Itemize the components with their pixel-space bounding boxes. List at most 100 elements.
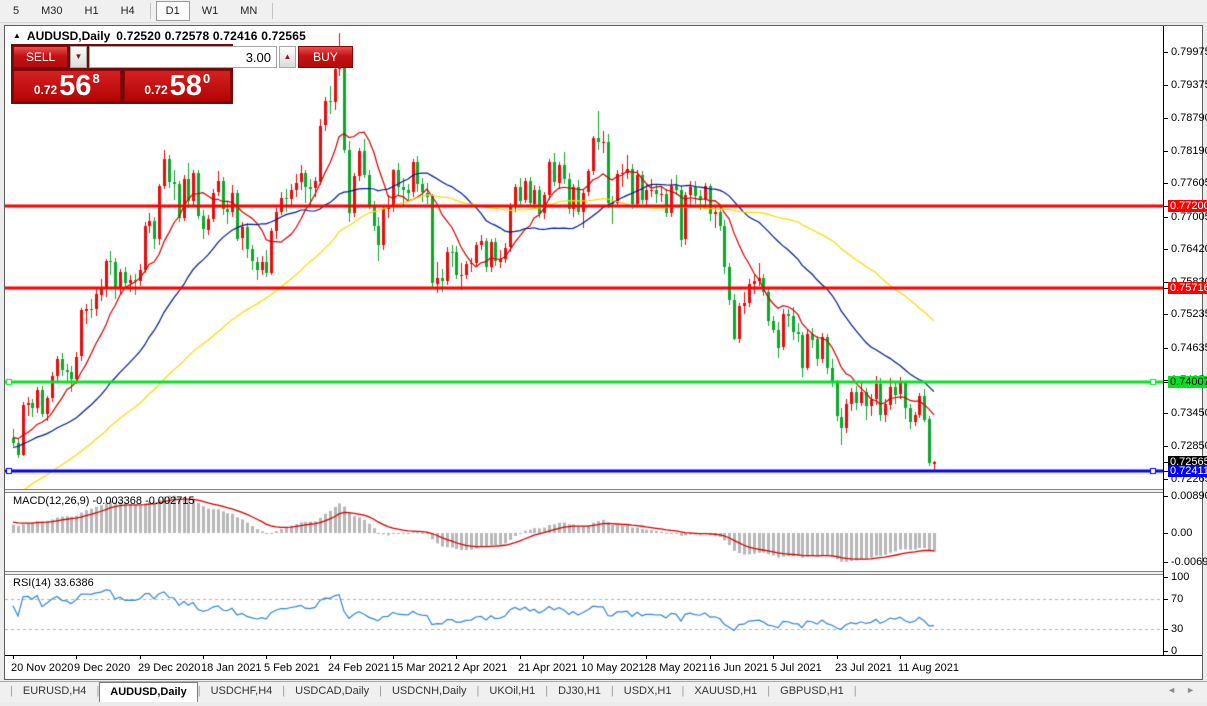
rsi-tick-label: 100 <box>1171 571 1190 583</box>
date-tick-mark <box>710 656 711 659</box>
tab-separator: | <box>545 685 549 697</box>
sell-price-prefix: 0.72 <box>33 83 58 97</box>
tab-separator: | <box>379 685 382 697</box>
tab-usdcnh-daily[interactable]: USDCNH,Daily <box>391 685 467 697</box>
axis-tick-mark <box>1164 651 1168 652</box>
date-label: 23 Jul 2021 <box>835 662 892 674</box>
volume-increase-button[interactable]: ▲ <box>279 46 296 68</box>
timeframe-m30[interactable]: M30 <box>41 5 63 17</box>
axis-tick-mark <box>1164 382 1168 383</box>
sell-quote-box[interactable]: 0.72 56 8 <box>13 70 121 102</box>
tab-usdchf-h4[interactable]: USDCHF,H4 <box>210 685 273 697</box>
date-tick-mark <box>393 656 394 659</box>
pane-splitter[interactable] <box>5 571 1202 575</box>
price-tick-label: 0.75235 <box>1171 308 1207 320</box>
macd-tick-label: 0.008903 <box>1171 490 1207 502</box>
line-price-label: 0.75716 <box>1168 282 1207 294</box>
chart-symbol-label: AUDUSD,Daily <box>26 29 111 43</box>
tab-ukoil-h1[interactable]: UKOil,H1 <box>489 685 536 697</box>
tab-dj30-h1[interactable]: DJ30,H1 <box>558 685 601 697</box>
date-label: 16 Jun 2021 <box>708 662 769 674</box>
date-label: 28 May 2021 <box>644 662 708 674</box>
date-label: 18 Jan 2021 <box>201 662 262 674</box>
buy-price-pip: 0 <box>202 71 211 86</box>
date-label: 24 Feb 2021 <box>328 662 390 674</box>
rsi-tick-label: 30 <box>1171 623 1184 635</box>
axis-tick-mark <box>1164 217 1168 218</box>
timeframe-h1[interactable]: H1 <box>84 5 99 17</box>
tab-audusd-daily[interactable]: AUDUSD,Daily <box>99 682 198 702</box>
axis-tick-mark <box>1164 471 1168 472</box>
rsi-value: 33.6386 <box>53 577 94 589</box>
tab-usdcad-daily[interactable]: USDCAD,Daily <box>295 685 370 697</box>
rsi-name: RSI(14) <box>13 577 51 589</box>
tab-separator: | <box>610 685 614 697</box>
pane-splitter[interactable] <box>5 489 1202 493</box>
chart-window: ▲ AUDUSD,Daily 0.72520 0.72578 0.72416 0… <box>4 25 1207 680</box>
macd-values: -0.003368 -0.002715 <box>92 495 195 507</box>
rsi-pane: RSI(14) 33.6386 <box>5 575 1163 655</box>
timeframe-d1[interactable]: D1 <box>155 1 190 21</box>
date-tick-mark <box>773 656 774 659</box>
macd-tick-label: -0.00697 <box>1171 556 1207 568</box>
chart-title: ▲ AUDUSD,Daily 0.72520 0.72578 0.72416 0… <box>13 29 306 43</box>
tab-scroll-left-icon[interactable]: ◄ <box>1167 685 1177 695</box>
axis-tick-mark <box>1164 479 1168 480</box>
sell-button[interactable]: SELL <box>13 46 68 68</box>
macd-label: MACD(12,26,9) -0.003368 -0.002715 <box>13 495 195 507</box>
timeframe-w1[interactable]: W1 <box>201 5 219 17</box>
stepper-up-icon: ▲ <box>283 52 292 61</box>
tab-eurusd-h4[interactable]: EURUSD,H4 <box>22 685 87 697</box>
axis-tick-mark <box>1164 629 1168 630</box>
volume-input[interactable] <box>89 46 277 68</box>
timeframe-mn[interactable]: MN <box>240 5 258 17</box>
macd-name: MACD(12,26,9) <box>13 495 90 507</box>
price-tick-label: 0.73450 <box>1171 407 1207 419</box>
buy-button[interactable]: BUY <box>298 46 353 68</box>
stepper-down-icon: ▼ <box>74 52 83 61</box>
axis-tick-mark <box>1164 249 1168 250</box>
sell-price-big: 56 <box>59 70 92 102</box>
price-tick-label: 0.79975 <box>1171 46 1207 58</box>
macd-canvas[interactable] <box>5 493 1163 571</box>
tab-separator: | <box>681 685 685 697</box>
timeframe-h4[interactable]: H4 <box>120 5 135 17</box>
tab-scroll-right-icon[interactable]: ► <box>1186 685 1195 695</box>
axis-tick-mark <box>1164 118 1168 119</box>
collapse-triangle-icon[interactable]: ▲ <box>13 30 21 40</box>
axis-tick-mark <box>1164 314 1168 315</box>
tab-separator: | <box>10 685 13 697</box>
buy-quote-box[interactable]: 0.72 58 0 <box>123 70 231 102</box>
date-label: 21 Apr 2021 <box>518 662 578 674</box>
axis-tick-mark <box>1164 413 1168 414</box>
date-axis: 20 Nov 2020 9 Dec 2020 29 Dec 2020 18 Jan 2… <box>5 655 1202 679</box>
rsi-label: RSI(14) 33.6386 <box>13 577 94 589</box>
line-price-label: 0.77200 <box>1168 200 1207 212</box>
axis-tick-mark <box>1164 52 1168 53</box>
tab-separator: | <box>282 685 286 697</box>
tab-xauusd-h1[interactable]: XAUUSD,H1 <box>694 685 758 697</box>
timeframe-5[interactable]: 5 <box>13 5 20 17</box>
axis-tick-mark <box>1164 462 1168 463</box>
tab-gbpusd-h1[interactable]: GBPUSD,H1 <box>780 685 844 697</box>
date-label: 11 Aug 2021 <box>898 662 959 674</box>
axis-tick-mark <box>1164 577 1168 578</box>
sell-price-pip: 8 <box>92 71 100 86</box>
date-tick-mark <box>520 656 521 659</box>
price-tick-label: 0.78790 <box>1171 112 1207 124</box>
macd-pane: MACD(12,26,9) -0.003368 -0.002715 <box>5 493 1163 571</box>
axis-tick-mark <box>1164 348 1168 349</box>
date-label: 20 Nov 2020 <box>11 662 74 674</box>
price-tick-label: 0.79375 <box>1171 79 1207 91</box>
rsi-canvas[interactable] <box>5 575 1163 655</box>
axis-tick-mark <box>1164 446 1168 447</box>
date-tick-mark <box>203 656 204 659</box>
axis-tick-mark <box>1164 380 1168 381</box>
one-click-trade-panel: SELL ▼ ▲ BUY 0.72 56 8 <box>11 44 353 104</box>
tab-separator: | <box>767 685 771 697</box>
price-tick-label: 0.77605 <box>1171 177 1207 189</box>
axis-tick-mark <box>1164 562 1168 563</box>
buy-price-prefix: 0.72 <box>144 83 168 97</box>
volume-decrease-button[interactable]: ▼ <box>70 46 87 68</box>
tab-usdx-h1[interactable]: USDX,H1 <box>623 685 672 697</box>
